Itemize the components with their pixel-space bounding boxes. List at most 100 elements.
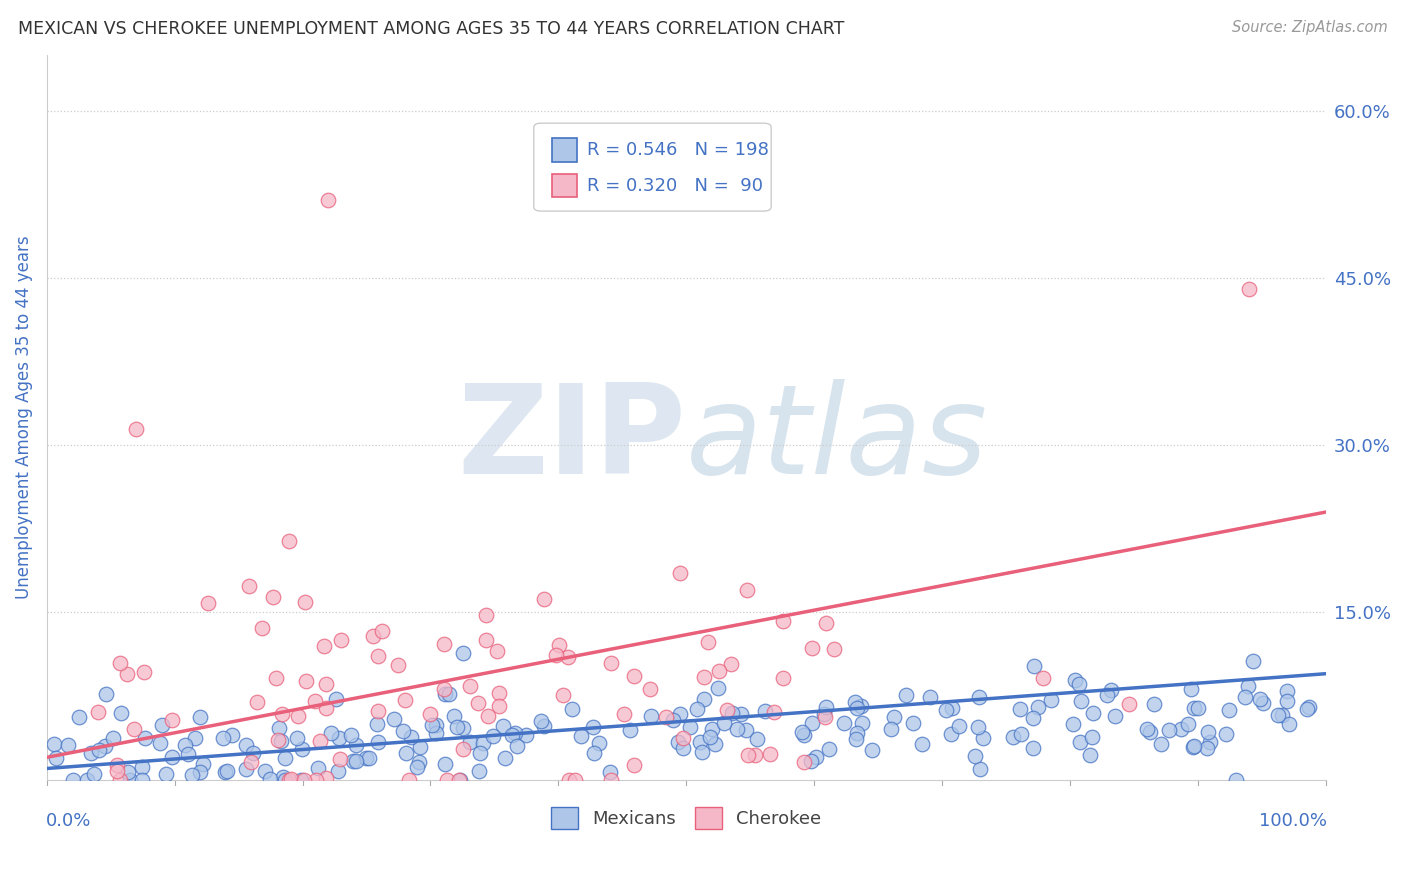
Point	[699, 730, 721, 744]
Point	[291, 742, 314, 756]
Point	[181, 768, 204, 782]
Point	[965, 749, 987, 764]
Point	[110, 706, 132, 721]
Point	[105, 764, 128, 779]
Point	[342, 754, 364, 768]
Point	[832, 715, 855, 730]
Point	[569, 729, 592, 743]
Point	[367, 704, 389, 718]
Point	[328, 731, 350, 745]
Point	[419, 707, 441, 722]
Point	[398, 772, 420, 787]
Point	[815, 700, 838, 714]
Point	[120, 772, 142, 787]
Point	[307, 761, 329, 775]
Point	[772, 615, 794, 629]
Point	[176, 747, 198, 761]
Point	[408, 756, 430, 770]
Point	[1296, 702, 1319, 716]
Point	[42, 737, 65, 751]
Point	[494, 751, 516, 765]
Point	[250, 621, 273, 635]
Point	[721, 706, 744, 721]
Point	[533, 719, 555, 733]
Point	[666, 735, 689, 749]
Point	[823, 641, 845, 656]
Point	[420, 717, 443, 731]
Point	[125, 421, 148, 435]
Point	[117, 764, 139, 779]
Point	[67, 710, 90, 724]
Point	[1136, 723, 1159, 737]
Point	[967, 720, 990, 734]
Point	[433, 687, 456, 701]
Point	[451, 646, 474, 660]
Point	[707, 681, 730, 696]
Point	[292, 772, 315, 787]
Point	[83, 767, 105, 781]
Point	[818, 742, 841, 756]
Point	[211, 731, 233, 746]
Point	[1241, 654, 1264, 668]
Point	[451, 721, 474, 735]
Point	[425, 726, 447, 740]
Point	[700, 723, 723, 737]
Point	[1278, 717, 1301, 731]
Y-axis label: Unemployment Among Ages 35 to 44 years: Unemployment Among Ages 35 to 44 years	[15, 235, 32, 599]
Point	[793, 728, 815, 742]
Point	[134, 731, 156, 745]
Point	[467, 696, 489, 710]
Point	[1237, 679, 1260, 693]
Point	[328, 764, 350, 778]
Point	[599, 765, 621, 780]
Point	[253, 764, 276, 778]
Point	[367, 649, 389, 664]
Point	[804, 749, 827, 764]
Point	[315, 771, 337, 785]
Point	[1218, 703, 1240, 717]
Point	[704, 737, 727, 751]
Point	[1157, 723, 1180, 738]
Point	[548, 638, 571, 652]
Point	[382, 712, 405, 726]
Point	[903, 715, 925, 730]
Point	[689, 735, 711, 749]
Point	[188, 765, 211, 780]
Point	[730, 707, 752, 722]
Point	[436, 772, 458, 787]
Point	[793, 755, 815, 769]
Point	[406, 759, 429, 773]
Point	[221, 728, 243, 742]
Point	[76, 772, 98, 787]
Point	[477, 709, 499, 723]
Point	[242, 746, 264, 760]
Point	[1298, 699, 1320, 714]
Point	[447, 772, 470, 787]
Point	[294, 594, 316, 608]
Point	[160, 749, 183, 764]
Point	[533, 592, 555, 607]
Text: R = 0.320   N =  90: R = 0.320 N = 90	[588, 177, 763, 194]
Point	[792, 725, 814, 739]
Point	[1024, 658, 1046, 673]
Point	[849, 698, 872, 713]
Point	[713, 715, 735, 730]
Point	[443, 709, 465, 723]
Point	[1150, 737, 1173, 751]
Point	[638, 681, 661, 696]
Point	[339, 728, 361, 742]
Point	[56, 738, 79, 752]
Point	[1187, 700, 1209, 714]
Point	[280, 772, 302, 787]
Point	[1182, 739, 1205, 754]
Point	[582, 746, 605, 760]
Point	[1032, 671, 1054, 685]
Point	[325, 692, 347, 706]
Point	[492, 719, 515, 733]
Point	[446, 720, 468, 734]
Point	[1001, 731, 1024, 745]
Point	[1181, 739, 1204, 754]
Point	[744, 748, 766, 763]
Point	[551, 688, 574, 702]
Point	[433, 636, 456, 650]
